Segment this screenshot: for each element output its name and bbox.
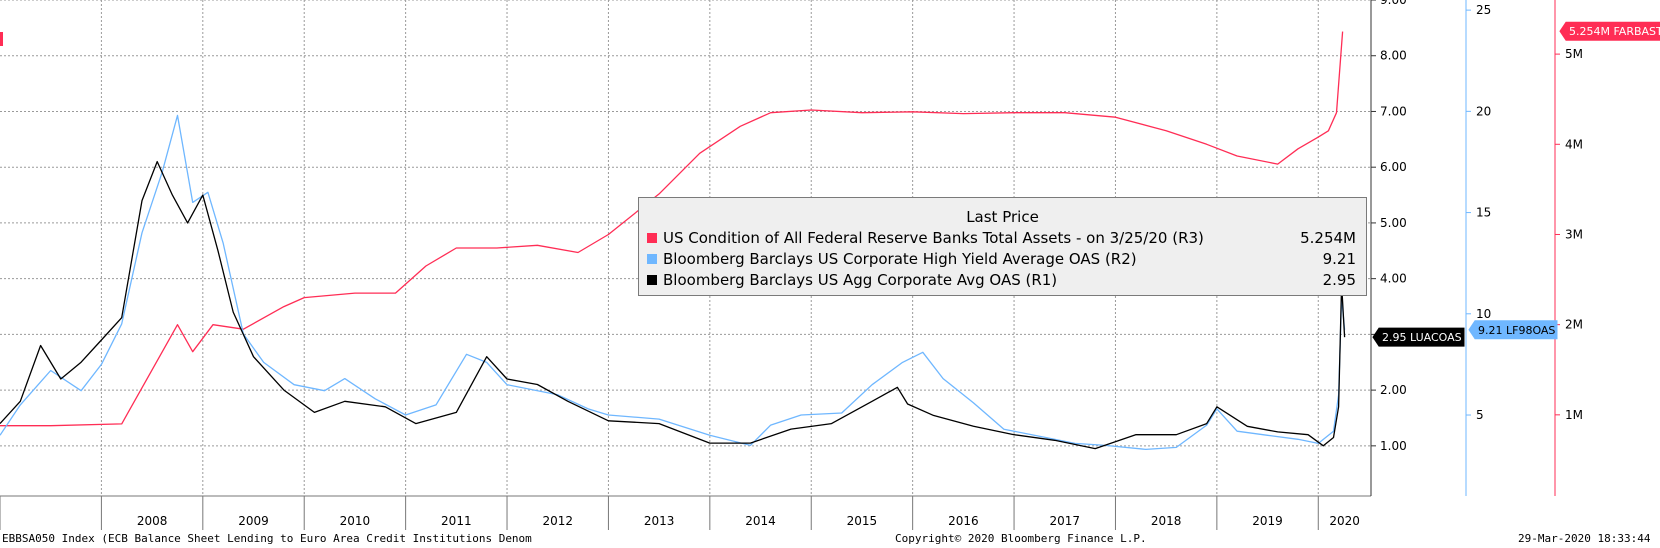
r3-tick-label: 5M: [1565, 47, 1583, 61]
x-tick-label: 2019: [1252, 514, 1283, 528]
x-tick-label: 2016: [948, 514, 979, 528]
legend-label: Bloomberg Barclays US Corporate High Yie…: [663, 250, 1137, 268]
series-line-r1: [0, 160, 1346, 450]
value-tag-label: 9.21 LF98OAS: [1478, 324, 1555, 337]
legend-entry-high-yield-oas: Bloomberg Barclays US Corporate High Yie…: [647, 250, 1356, 270]
value-tag-r1: [1372, 327, 1465, 347]
legend: Last Price US Condition of All Federal R…: [638, 197, 1367, 296]
x-tick-label: 2020: [1329, 514, 1360, 528]
legend-entry-fed-assets: US Condition of All Federal Reserve Bank…: [647, 229, 1356, 249]
r2-tick-label: 25: [1476, 3, 1491, 17]
x-tick-label: 2014: [745, 514, 776, 528]
x-tick-label: 2013: [644, 514, 675, 528]
legend-title: Last Price: [966, 208, 1039, 226]
r3-tick-label: 3M: [1565, 227, 1583, 241]
r1-axis: 1.002.003.004.005.006.007.008.009.00: [1370, 0, 1407, 496]
r1-tick-label: 7.00: [1380, 104, 1407, 118]
x-tick-label: 2017: [1049, 514, 1080, 528]
r2-tick-label: 10: [1476, 307, 1491, 321]
legend-entry-agg-corp-oas: Bloomberg Barclays US Agg Corporate Avg …: [647, 271, 1356, 291]
series-line-r2: [0, 114, 1346, 451]
value-tag-label: 5.254M FARBAST: [1569, 25, 1660, 38]
r3-tick-label: 2M: [1565, 318, 1583, 332]
footer-timestamp: 29-Mar-2020 18:33:44: [1518, 532, 1651, 545]
x-axis: 2008 2009 2010 2011 2012 2013 2014 2015 2016 2017…: [0, 495, 1371, 530]
legend-value: 5.254M: [1300, 229, 1356, 247]
x-tick-label: 2018: [1151, 514, 1182, 528]
r1-tick-label: 1.00: [1380, 439, 1407, 453]
r1-tick-label: 2.00: [1380, 383, 1407, 397]
r3-tick-label: 1M: [1565, 408, 1583, 422]
footer-copyright: Copyright© 2020 Bloomberg Finance L.P.: [895, 532, 1147, 545]
x-tick-label: 2008: [137, 514, 168, 528]
series-lines: [0, 31, 1346, 451]
r1-tick-label: 9.00: [1380, 0, 1407, 7]
footer-index-description: EBBSA050 Index (ECB Balance Sheet Lendin…: [2, 532, 532, 545]
x-tick-label: 2010: [340, 514, 371, 528]
x-tick-label: 2011: [441, 514, 472, 528]
r1-tick-label: 6.00: [1380, 160, 1407, 174]
legend-label: Bloomberg Barclays US Agg Corporate Avg …: [663, 271, 1058, 289]
series-line-r3: [0, 31, 1344, 427]
value-tag-label: 2.95 LUACOAS: [1382, 331, 1462, 344]
r2-tick-label: 5: [1476, 408, 1484, 422]
r2-tick-label: 20: [1476, 104, 1491, 118]
r2-tick-label: 15: [1476, 206, 1491, 220]
legend-swatch: [647, 275, 657, 285]
x-tick-label: 2009: [238, 514, 269, 528]
legend-label: US Condition of All Federal Reserve Bank…: [663, 229, 1204, 247]
value-tags: 5.254M FARBAST 9.21 LF98OAS 2.95 LUACOAS: [1372, 21, 1660, 347]
r1-tick-label: 8.00: [1380, 49, 1407, 63]
left-edge-marker: [0, 32, 3, 46]
r3-axis: 1M 2M 3M 4M 5M: [1554, 0, 1583, 496]
r1-tick-label: 5.00: [1380, 216, 1407, 230]
legend-swatch: [647, 233, 657, 243]
legend-swatch: [647, 254, 657, 264]
x-tick-label: 2012: [542, 514, 573, 528]
x-tick-label: 2015: [847, 514, 878, 528]
legend-value: 2.95: [1322, 271, 1356, 289]
legend-value: 9.21: [1322, 250, 1356, 268]
value-tag-r2: [1468, 320, 1558, 340]
r1-tick-label: 4.00: [1380, 272, 1407, 286]
r3-tick-label: 4M: [1565, 137, 1583, 151]
r2-axis: 5 10 15 20 25: [1465, 0, 1491, 496]
value-tag-r3: [1559, 21, 1660, 41]
